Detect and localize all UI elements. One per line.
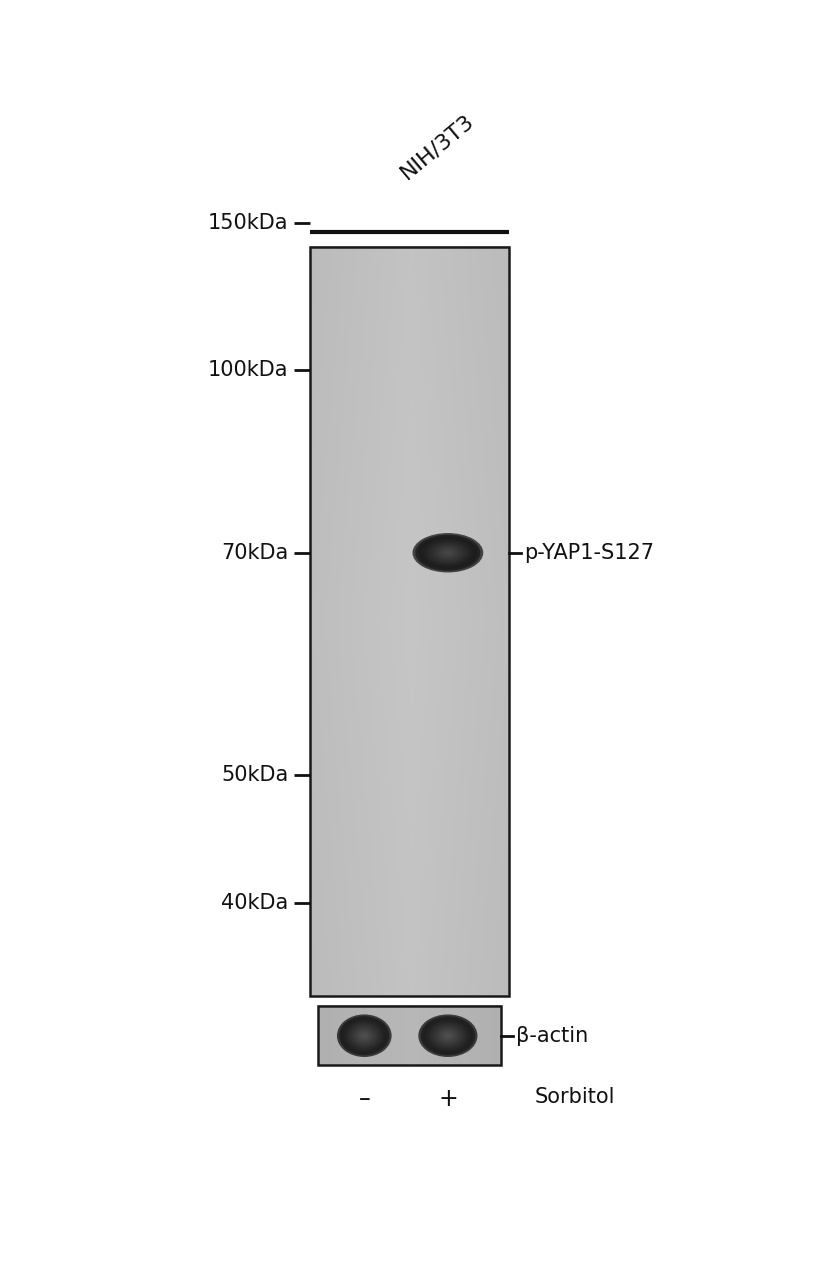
Ellipse shape: [427, 1021, 468, 1050]
Ellipse shape: [427, 541, 469, 564]
Text: –: –: [359, 1087, 370, 1111]
Ellipse shape: [423, 1018, 473, 1053]
Ellipse shape: [418, 536, 477, 570]
Ellipse shape: [359, 1032, 369, 1039]
Text: p-YAP1-S127: p-YAP1-S127: [524, 543, 654, 563]
Ellipse shape: [348, 1023, 381, 1048]
Ellipse shape: [337, 1015, 392, 1057]
Bar: [318, 1006, 501, 1065]
Ellipse shape: [435, 1027, 461, 1044]
Ellipse shape: [432, 1025, 463, 1047]
Ellipse shape: [421, 538, 475, 568]
Ellipse shape: [424, 539, 472, 566]
Ellipse shape: [357, 1029, 372, 1042]
Ellipse shape: [437, 1028, 458, 1043]
Ellipse shape: [438, 548, 458, 558]
Ellipse shape: [440, 1029, 457, 1042]
Text: 40kDa: 40kDa: [221, 892, 288, 913]
Ellipse shape: [444, 550, 452, 556]
Ellipse shape: [341, 1018, 388, 1053]
Text: NIH/3T3: NIH/3T3: [397, 110, 477, 183]
Ellipse shape: [361, 1033, 368, 1038]
Ellipse shape: [339, 1016, 389, 1055]
Ellipse shape: [415, 535, 481, 571]
Ellipse shape: [430, 1023, 466, 1048]
Bar: [310, 247, 509, 996]
Ellipse shape: [426, 1020, 471, 1052]
Ellipse shape: [421, 1016, 475, 1055]
Text: β-actin: β-actin: [516, 1025, 588, 1046]
Text: Sorbitol: Sorbitol: [535, 1087, 615, 1107]
Ellipse shape: [441, 549, 455, 557]
Ellipse shape: [352, 1027, 376, 1044]
Ellipse shape: [413, 532, 483, 572]
Ellipse shape: [418, 1015, 477, 1057]
Ellipse shape: [429, 543, 466, 563]
Text: 150kDa: 150kDa: [208, 212, 288, 233]
Text: 70kDa: 70kDa: [221, 543, 288, 563]
Ellipse shape: [345, 1021, 383, 1050]
Ellipse shape: [432, 544, 463, 562]
Ellipse shape: [344, 1020, 385, 1052]
Ellipse shape: [350, 1025, 378, 1047]
Text: 50kDa: 50kDa: [221, 764, 288, 785]
Text: 100kDa: 100kDa: [208, 361, 288, 380]
Ellipse shape: [354, 1028, 374, 1043]
Ellipse shape: [444, 1033, 452, 1038]
Ellipse shape: [442, 1032, 454, 1039]
Text: +: +: [438, 1087, 458, 1111]
Ellipse shape: [435, 545, 461, 559]
